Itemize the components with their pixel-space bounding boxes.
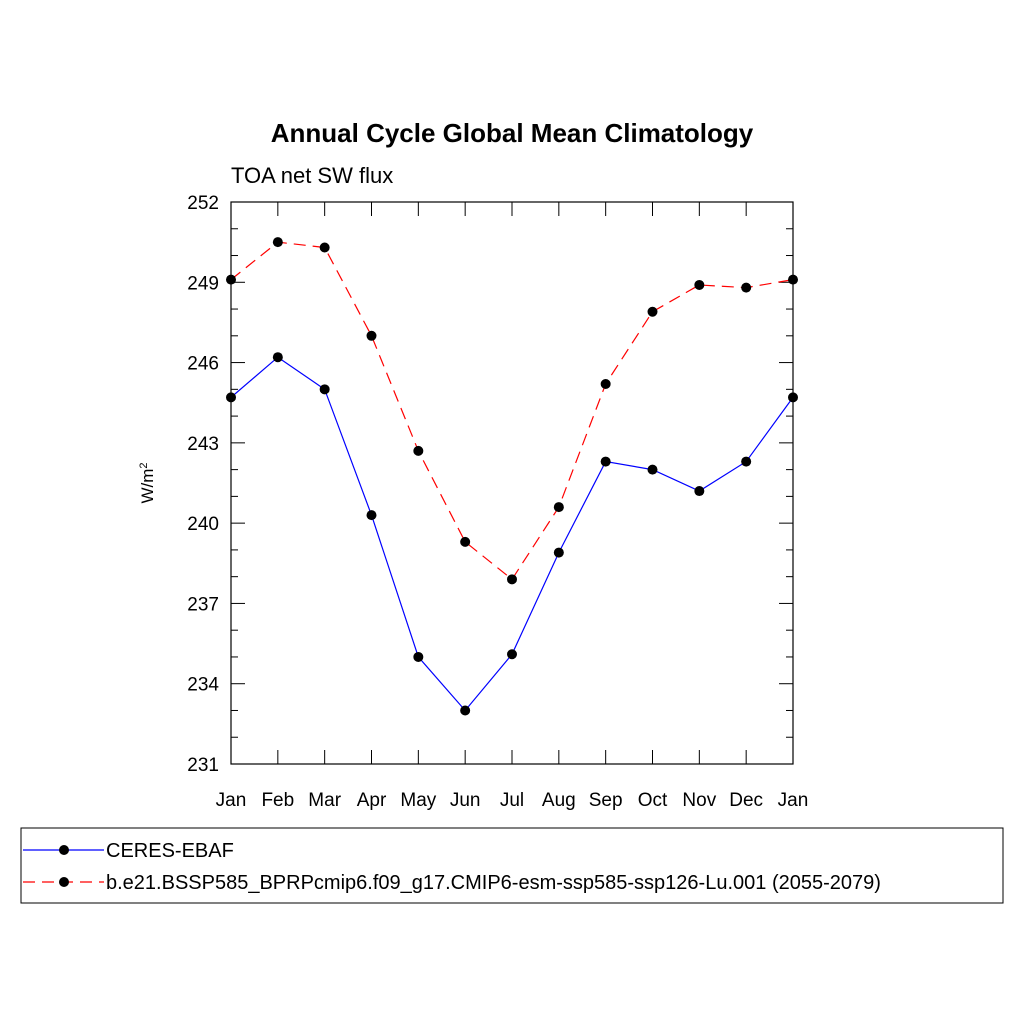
data-point-series-1 xyxy=(366,510,377,521)
data-point-series-2 xyxy=(788,274,798,285)
legend-swatch-marker-2 xyxy=(59,877,69,887)
data-point-series-2 xyxy=(226,274,236,285)
data-point-series-2 xyxy=(507,574,517,585)
data-point-series-1 xyxy=(226,392,236,403)
legend-label-1: CERES-EBAF xyxy=(106,840,234,862)
y-axis-label: W/m2 xyxy=(138,462,157,503)
y-axis-ticks xyxy=(231,201,793,765)
data-point-series-1 xyxy=(272,352,283,363)
x-tick-label: Nov xyxy=(682,790,716,811)
data-point-series-2 xyxy=(272,237,283,248)
chart-subtitle: TOA net SW flux xyxy=(231,163,393,188)
y-axis-tick-labels: 231 234 237 240 243 246 249 252 xyxy=(187,193,219,776)
legend-box xyxy=(20,827,1004,904)
x-axis-ticks xyxy=(230,202,794,764)
y-tick-label: 249 xyxy=(187,273,219,294)
x-tick-label: Jan xyxy=(216,790,247,811)
x-tick-label: Feb xyxy=(261,790,294,811)
x-tick-label: Apr xyxy=(357,790,387,811)
x-tick-label: Dec xyxy=(729,790,763,811)
data-point-series-1 xyxy=(553,547,564,558)
chart-title: Annual Cycle Global Mean Climatology xyxy=(271,118,754,148)
data-point-series-1 xyxy=(788,392,798,403)
data-point-series-2 xyxy=(319,242,330,253)
x-tick-label: Jan xyxy=(778,790,809,811)
data-point-series-1 xyxy=(460,705,471,716)
data-point-series-1 xyxy=(507,649,517,660)
data-point-series-2 xyxy=(553,502,564,513)
x-tick-label: Aug xyxy=(542,790,576,811)
x-tick-label: Oct xyxy=(638,790,668,811)
data-point-series-2 xyxy=(366,330,377,341)
x-tick-label: May xyxy=(400,790,436,811)
data-point-series-2 xyxy=(647,306,658,317)
data-point-series-1 xyxy=(600,456,611,467)
x-tick-label: Jul xyxy=(500,790,524,811)
data-point-series-1 xyxy=(741,456,752,467)
y-tick-label: 231 xyxy=(187,755,219,776)
y-axis-label-superscript: 2 xyxy=(138,462,150,468)
y-axis-label-text: W/m xyxy=(138,469,157,504)
y-tick-label: 246 xyxy=(187,354,219,375)
data-point-series-1 xyxy=(413,651,424,662)
y-tick-label: 252 xyxy=(187,193,219,214)
data-point-series-2 xyxy=(460,536,471,547)
data-point-series-1 xyxy=(319,384,330,395)
data-point-series-1 xyxy=(647,464,658,475)
x-tick-label: Sep xyxy=(589,790,623,811)
legend-swatch-marker-1 xyxy=(59,845,69,855)
data-point-series-1 xyxy=(694,486,705,497)
data-point-series-2 xyxy=(741,282,752,293)
plot-frame xyxy=(230,201,794,765)
y-tick-label: 240 xyxy=(187,514,219,535)
series-layer xyxy=(226,237,798,716)
x-tick-label: Jun xyxy=(450,790,481,811)
y-tick-label: 237 xyxy=(187,594,219,615)
data-point-series-2 xyxy=(413,445,424,456)
legend: CERES-EBAF b.e21.BSSP585_BPRPcmip6.f09_g1… xyxy=(23,840,881,894)
x-tick-label: Mar xyxy=(308,790,341,811)
series-line-2 xyxy=(230,241,794,581)
data-point-series-2 xyxy=(600,378,611,389)
y-tick-label: 243 xyxy=(187,434,219,455)
y-tick-label: 234 xyxy=(187,675,219,696)
x-axis-tick-labels: Jan Feb Mar Apr May Jun Jul Aug Sep Oct Nov Dec Jan xyxy=(216,790,809,811)
legend-label-2: b.e21.BSSP585_BPRPcmip6.f09_g17.CMIP6-es… xyxy=(106,872,881,894)
data-point-series-2 xyxy=(694,279,705,290)
